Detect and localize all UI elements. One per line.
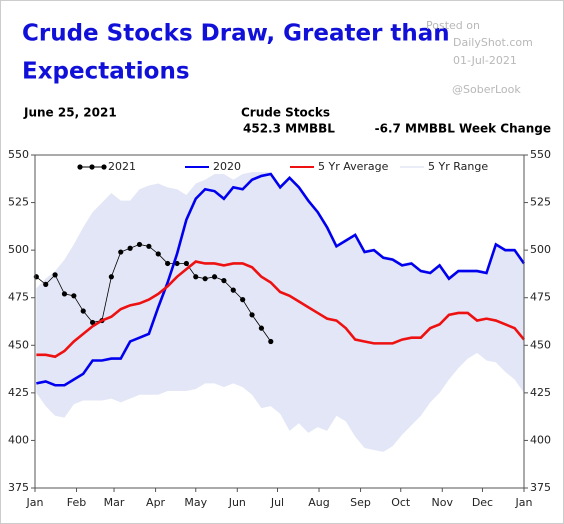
y-tick-label: 375 [8,481,29,494]
y-tick-label: 400 [8,433,29,446]
x-tick-label: Jan [26,496,44,509]
point [183,260,189,267]
y2-tick-label: 500 [530,243,551,256]
legend-label: 5 Yr Range [428,160,488,173]
x-tick-label: Jul [270,496,284,509]
point [211,274,218,280]
legend-label: 2020 [213,160,241,173]
y2-tick-label: 550 [530,148,551,161]
watermark: Posted on [426,19,480,32]
point [165,260,171,267]
y2-tick-label: 425 [530,386,551,399]
plot-border [34,154,525,489]
y-tick-label: 475 [8,291,29,304]
x-tick-label: Jan [515,496,533,509]
y-tick-label: 525 [8,196,29,209]
header-label: Crude Stocks [241,106,330,120]
point [108,274,114,280]
chart-title: Crude Stocks Draw, Greater than [22,21,450,47]
y2-tick-label: 525 [530,196,551,209]
legend-label: 2021 [108,160,136,173]
point [268,338,274,345]
x-tick-label: Aug [308,496,329,509]
y-tick-label: 550 [8,148,29,161]
legend-marker [77,164,83,170]
range-area [36,172,525,452]
x-tick-label: Feb [67,496,86,509]
point [71,293,77,299]
x-tick-label: May [184,496,207,509]
y-tick-label: 500 [8,243,29,256]
point [258,325,265,331]
point [80,308,86,314]
point [221,277,227,284]
header-date: June 25, 2021 [23,106,117,120]
y2-tick-label: 375 [530,481,551,494]
point [127,245,133,251]
x-tick-label: Apr [146,496,166,509]
y-tick-label: 450 [8,338,29,351]
point [155,251,161,257]
y-tick-label: 425 [8,386,29,399]
x-tick-label: Mar [104,496,125,509]
point [52,272,58,278]
x-tick-label: Dec [472,496,493,509]
point [240,297,246,303]
point [174,260,180,267]
point [230,287,236,293]
point [202,276,208,282]
watermark: DailyShot.com [453,36,533,49]
y2-tick-label: 450 [530,338,551,351]
watermark: @SoberLook [452,83,521,96]
series-line [36,260,526,359]
header-level: 452.3 MMBBL [243,122,335,136]
point [61,291,68,297]
y2-tick-label: 475 [530,291,551,304]
y2-tick-label: 400 [530,433,551,446]
point [136,241,143,248]
point [43,281,49,287]
point [118,249,124,255]
point [90,319,96,326]
x-tick-label: Jun [228,496,246,509]
point [146,243,152,249]
point [193,274,199,280]
x-tick-label: Sep [350,496,371,509]
watermark: 01-Jul-2021 [453,54,517,67]
legend-marker [89,164,95,170]
chart-title: Expectations [22,59,190,85]
legend-label: 5 Yr Average [318,160,389,173]
header-change: -6.7 MMBBL Week Change [375,122,551,136]
x-tick-label: Oct [391,496,411,509]
point [249,312,255,318]
x-tick-label: Nov [432,496,454,509]
series-line [36,172,526,387]
legend-marker [101,164,107,170]
